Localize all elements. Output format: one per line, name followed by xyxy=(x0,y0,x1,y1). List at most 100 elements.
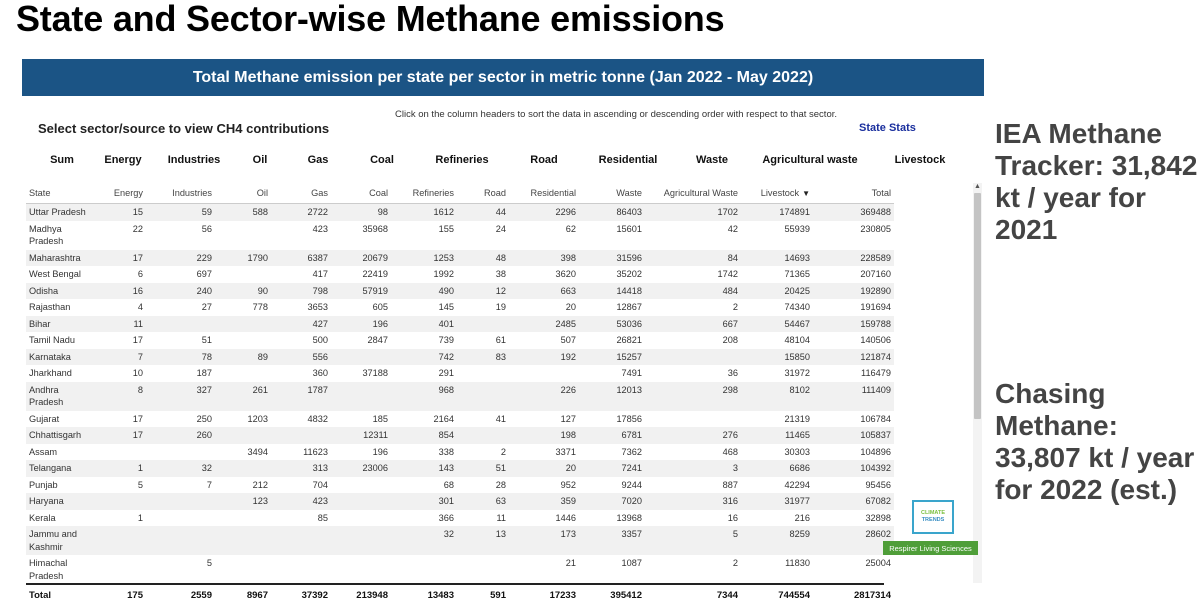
value-cell: 95456 xyxy=(865,479,891,490)
value-cell: 192 xyxy=(509,348,579,365)
column-header-agricultural-waste[interactable]: Agricultural Waste xyxy=(645,183,741,204)
table-scrollbar[interactable]: ▲ xyxy=(973,183,982,583)
sector-button-gas[interactable]: Gas xyxy=(307,154,329,166)
sector-button-coal[interactable]: Coal xyxy=(370,154,394,166)
value-cell: 484 xyxy=(645,282,741,299)
value-cell: 20425 xyxy=(741,282,813,299)
value-cell xyxy=(457,381,509,411)
value-cell: 298 xyxy=(645,381,741,411)
value-cell: 24 xyxy=(495,223,506,234)
report-title: Total Methane emission per state per sec… xyxy=(192,68,814,86)
value-cell: 7020 xyxy=(579,493,645,510)
value-cell: 85 xyxy=(317,512,328,523)
value-cell: 1992 xyxy=(433,269,454,279)
value-cell: 16 xyxy=(727,512,738,523)
value-cell: 3357 xyxy=(579,526,645,555)
value-cell: 8102 xyxy=(741,381,813,411)
sector-button-residential[interactable]: Residential xyxy=(598,154,658,166)
value-cell: 15601 xyxy=(616,223,642,234)
sector-button-sum[interactable]: Sum xyxy=(50,154,74,166)
value-cell: 1 xyxy=(137,512,143,523)
column-header-refineries[interactable]: Refineries xyxy=(391,183,457,204)
value-cell: 191694 xyxy=(860,302,891,312)
sector-button-waste[interactable]: Waste xyxy=(696,154,728,166)
column-header-oil[interactable]: Oil xyxy=(215,183,271,204)
value-cell: 398 xyxy=(509,249,579,266)
column-header-state[interactable]: State xyxy=(26,183,92,204)
table-row: Rajasthan 4 27 778 3653 605 145 19 20 12867 2 74340… xyxy=(26,299,894,316)
scrollbar-thumb[interactable] xyxy=(974,193,981,419)
table-row: Jammu and Kashmir 32 13 173 3357 5 8259 28602 xyxy=(26,526,894,555)
table-header-row: State Energy Industries Oil Gas Coal Ref… xyxy=(26,183,894,204)
value-cell: 22419 xyxy=(362,269,388,279)
value-cell xyxy=(215,460,271,477)
column-header-road[interactable]: Road xyxy=(457,183,509,204)
table-row: Kerala 1 85 366 11 1446 13968 16 216 32898 xyxy=(26,510,894,527)
value-cell: 4 xyxy=(137,302,143,312)
column-header-industries[interactable]: Industries xyxy=(146,183,215,204)
value-cell xyxy=(92,526,146,555)
value-cell: 51 xyxy=(201,335,212,345)
totals-table: Total 175 2559 8967 37392 213948 13483 591 17233… xyxy=(26,585,894,606)
value-cell: 1087 xyxy=(621,558,642,568)
sector-select-label: Select sector/source to view CH4 contrib… xyxy=(38,121,330,136)
value-cell: 301 xyxy=(391,493,457,510)
value-cell: 55939 xyxy=(784,223,810,234)
value-cell xyxy=(215,555,271,583)
sector-button-industries[interactable]: Industries xyxy=(167,154,221,166)
value-cell: 57919 xyxy=(331,282,391,299)
column-header-livestock[interactable]: Livestock ▼ xyxy=(741,183,813,204)
value-cell: 2 xyxy=(732,302,738,312)
value-cell: 67082 xyxy=(813,493,894,510)
column-header-energy[interactable]: Energy xyxy=(92,183,146,204)
value-cell: 854 xyxy=(391,427,457,444)
value-cell: 98 xyxy=(331,203,391,221)
column-header-total[interactable]: Total xyxy=(813,183,894,204)
state-cell: Tamil Nadu xyxy=(29,335,75,345)
value-cell: 127 xyxy=(560,413,576,424)
value-cell: 10 xyxy=(132,368,143,378)
emissions-table-container: State Energy Industries Oil Gas Coal Ref… xyxy=(26,183,971,583)
state-cell: Madhya Pradesh xyxy=(29,223,64,247)
scroll-up-icon[interactable]: ▲ xyxy=(974,183,981,190)
value-cell: 71365 xyxy=(784,269,810,279)
state-cell: Punjab xyxy=(29,479,58,490)
sector-button-refineries[interactable]: Refineries xyxy=(435,154,489,166)
state-cell: Bihar xyxy=(26,315,92,332)
value-cell: 3620 xyxy=(555,269,576,279)
sector-button-agricultural-waste[interactable]: Agricultural waste xyxy=(762,154,858,166)
value-cell: 887 xyxy=(722,479,738,490)
side-note-chasing-methane: Chasing Methane: 33,807 kt / year for 20… xyxy=(995,378,1195,505)
column-header-gas[interactable]: Gas xyxy=(271,183,331,204)
column-header-coal[interactable]: Coal xyxy=(331,183,391,204)
state-cell: Uttar Pradesh xyxy=(26,203,92,221)
sort-descending-icon[interactable]: ▼ xyxy=(802,189,810,198)
value-cell: 17 xyxy=(92,249,146,266)
value-cell: 31596 xyxy=(579,249,645,266)
value-cell: 48 xyxy=(457,249,509,266)
table-row: Chhattisgarh 17 260 12311 854 198 6781 276 11465… xyxy=(26,427,894,444)
value-cell: 327 xyxy=(146,381,215,411)
value-cell: 48104 xyxy=(784,335,810,345)
value-cell: 588 xyxy=(215,203,271,221)
value-cell: 739 xyxy=(438,335,454,345)
sector-button-livestock[interactable]: Livestock xyxy=(894,154,946,166)
state-stats-link[interactable]: State Stats xyxy=(859,122,916,134)
column-header-residential[interactable]: Residential xyxy=(509,183,579,204)
logo-line-1: CLIMATE xyxy=(920,510,946,516)
value-cell: 83 xyxy=(457,348,509,365)
table-row: Odisha 16 240 90 798 57919 490 12 663 14418 484 204… xyxy=(26,282,894,299)
slide-title: State and Sector-wise Methane emissions xyxy=(16,0,725,39)
value-cell xyxy=(146,315,215,332)
value-cell: 86403 xyxy=(579,203,645,221)
total-cell: 744554 xyxy=(778,590,810,601)
value-cell: 207160 xyxy=(860,269,891,279)
column-header-waste[interactable]: Waste xyxy=(579,183,645,204)
sector-button-road[interactable]: Road xyxy=(530,154,558,166)
value-cell: 6781 xyxy=(579,427,645,444)
value-cell: 366 xyxy=(438,512,454,523)
sector-button-energy[interactable]: Energy xyxy=(104,154,142,166)
table-body: Uttar Pradesh 15 59 588 2722 98 1612 44 2296 8640… xyxy=(26,203,894,584)
sector-button-oil[interactable]: Oil xyxy=(252,154,268,166)
table-row: Punjab 5 7 212 704 68 28 952 9244 887 42294 95456 xyxy=(26,477,894,494)
